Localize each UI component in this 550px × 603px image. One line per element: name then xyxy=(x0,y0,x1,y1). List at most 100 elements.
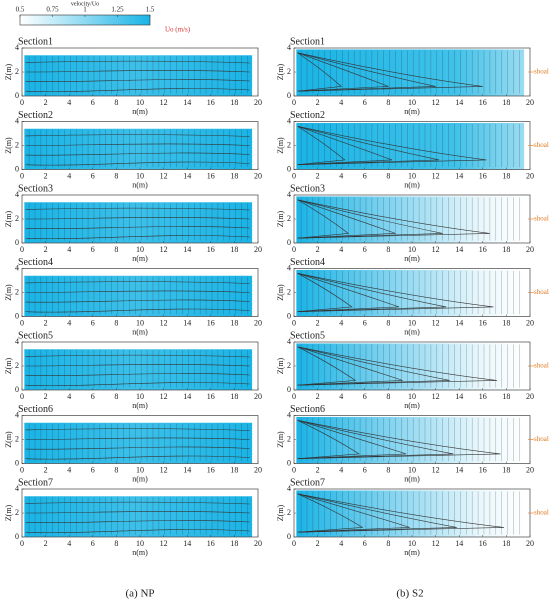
y-tick-label: 4 xyxy=(15,43,19,52)
velocity-vectors xyxy=(28,276,248,315)
colorbar-tick-label: 0.75 xyxy=(46,6,59,14)
x-tick-label: 18 xyxy=(230,98,238,107)
x-tick-label: 12 xyxy=(432,171,440,180)
y-axis-label: Z(m) xyxy=(4,284,13,301)
y-axis-label: Z(m) xyxy=(276,357,285,374)
contour-line xyxy=(25,207,250,211)
contour-line xyxy=(297,493,410,533)
x-tick-label: 20 xyxy=(526,245,534,254)
x-tick-label: 0 xyxy=(292,539,296,548)
annotation: shoal xyxy=(534,68,549,76)
y-tick-label: 2 xyxy=(15,361,19,370)
x-tick-label: 4 xyxy=(339,245,343,254)
contour-line xyxy=(25,382,250,386)
x-tick-label: 16 xyxy=(479,98,487,107)
x-tick-label: 6 xyxy=(363,171,367,180)
panel-title: Section5 xyxy=(18,330,53,341)
x-tick-label: 14 xyxy=(455,318,463,327)
x-tick-label: 2 xyxy=(44,392,48,401)
contour-line xyxy=(25,354,250,358)
x-tick-label: 16 xyxy=(479,245,487,254)
contour-line xyxy=(25,455,250,460)
velocity-vectors xyxy=(300,417,520,462)
contour-line xyxy=(297,420,360,459)
contour-line xyxy=(25,161,250,166)
y-axis-label: Z(m) xyxy=(4,504,13,521)
x-axis-label: n(m) xyxy=(132,107,148,116)
x-tick-label: 16 xyxy=(479,465,487,474)
contour-line xyxy=(297,420,454,459)
velocity-vectors xyxy=(28,497,248,535)
x-tick-label: 2 xyxy=(316,465,320,474)
x-tick-label: 4 xyxy=(339,539,343,548)
colorbar-label: velocity/Uo xyxy=(71,1,99,7)
contour-line xyxy=(297,493,457,533)
x-tick-label: 16 xyxy=(207,171,215,180)
velocity-vectors xyxy=(28,203,248,241)
x-tick-label: 16 xyxy=(207,539,215,548)
contour-line xyxy=(297,126,487,165)
y-axis-label: Z(m) xyxy=(276,63,285,80)
x-tick-label: 4 xyxy=(339,465,343,474)
y-tick-label: 0 xyxy=(15,458,19,467)
y-tick-label: 0 xyxy=(15,311,19,320)
x-tick-label: 20 xyxy=(254,171,262,180)
x-tick-label: 8 xyxy=(114,392,118,401)
x-tick-label: 14 xyxy=(455,171,463,180)
x-tick-label: 14 xyxy=(183,392,191,401)
annotation: shoal xyxy=(534,215,549,223)
x-tick-label: 20 xyxy=(526,465,534,474)
x-tick-label: 10 xyxy=(408,392,416,401)
x-tick-label: 20 xyxy=(254,245,262,254)
y-tick-label: 2 xyxy=(287,508,291,517)
y-tick-label: 2 xyxy=(15,287,19,296)
contour-line xyxy=(297,126,346,165)
contour-line xyxy=(25,281,250,284)
contour-line xyxy=(297,199,396,239)
unit-label: Uo (m/s) xyxy=(165,26,191,34)
y-tick-label: 4 xyxy=(287,116,291,125)
x-tick-label: 4 xyxy=(339,171,343,180)
x-axis-label: n(m) xyxy=(132,327,148,336)
contour-line xyxy=(297,273,494,312)
contour-line xyxy=(297,52,436,92)
contour-line xyxy=(297,199,350,239)
x-tick-label: 10 xyxy=(136,465,144,474)
y-tick-label: 0 xyxy=(287,238,291,247)
y-axis-label: Z(m) xyxy=(276,137,285,154)
x-tick-label: 6 xyxy=(363,98,367,107)
contour-line xyxy=(25,290,250,293)
x-tick-label: 18 xyxy=(230,171,238,180)
x-tick-label: 4 xyxy=(67,98,71,107)
contour-line xyxy=(25,143,250,146)
x-tick-label: 0 xyxy=(292,392,296,401)
x-tick-label: 20 xyxy=(526,171,534,180)
y-tick-label: 4 xyxy=(287,263,291,272)
x-tick-label: 8 xyxy=(114,171,118,180)
y-tick-label: 4 xyxy=(15,484,19,493)
y-tick-label: 0 xyxy=(287,458,291,467)
x-tick-label: 2 xyxy=(316,98,320,107)
x-axis-label: n(m) xyxy=(132,401,148,410)
x-axis-label: n(m) xyxy=(404,401,420,410)
x-tick-label: 10 xyxy=(136,392,144,401)
x-tick-label: 20 xyxy=(526,539,534,548)
x-tick-label: 6 xyxy=(363,465,367,474)
x-tick-label: 8 xyxy=(386,465,390,474)
y-tick-label: 2 xyxy=(15,67,19,76)
x-tick-label: 2 xyxy=(316,318,320,327)
y-tick-label: 0 xyxy=(287,532,291,541)
x-tick-label: 0 xyxy=(292,318,296,327)
x-tick-label: 20 xyxy=(254,318,262,327)
annotation: shoal xyxy=(534,435,549,443)
x-tick-label: 8 xyxy=(114,98,118,107)
x-tick-label: 16 xyxy=(207,465,215,474)
x-tick-label: 8 xyxy=(386,171,390,180)
contour-line xyxy=(25,299,250,303)
y-tick-label: 2 xyxy=(15,508,19,517)
x-tick-label: 18 xyxy=(230,318,238,327)
x-tick-label: 10 xyxy=(408,98,416,107)
y-tick-label: 2 xyxy=(15,140,19,149)
x-tick-label: 16 xyxy=(479,539,487,548)
contour-line xyxy=(297,52,389,92)
